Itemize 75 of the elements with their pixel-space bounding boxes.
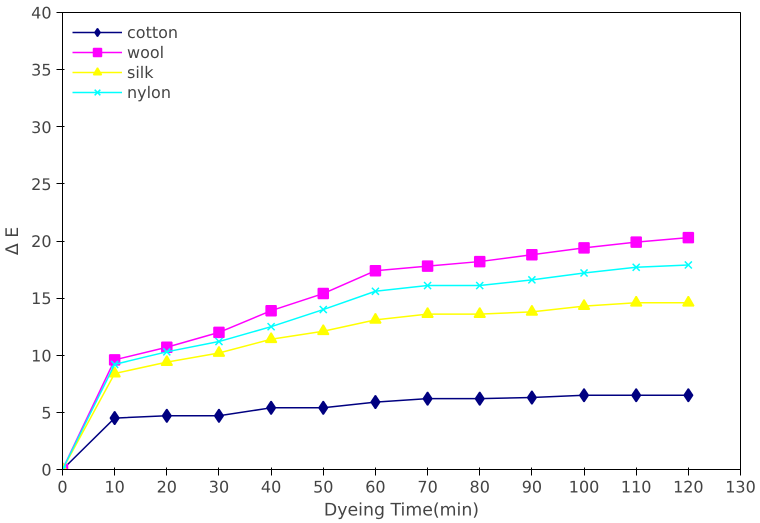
point <box>474 256 486 268</box>
legend-label: silk <box>127 62 154 82</box>
point <box>473 307 486 318</box>
x-tick-label: 70 <box>417 478 438 496</box>
point <box>421 307 434 318</box>
point <box>632 262 640 272</box>
x-tick-label: 80 <box>470 478 490 496</box>
point <box>630 236 642 248</box>
x-tick-label: 20 <box>156 478 177 496</box>
point <box>265 304 277 316</box>
x-tick-label: 100 <box>568 478 600 496</box>
point <box>369 312 382 324</box>
point <box>318 400 328 416</box>
point <box>684 260 693 270</box>
x-tick-label: 40 <box>260 478 282 496</box>
point <box>580 268 588 278</box>
point <box>162 348 172 356</box>
y-tick-label: 30 <box>31 118 52 137</box>
point <box>318 305 328 314</box>
y-tick-label: 10 <box>31 346 52 366</box>
y-tick-label: 20 <box>31 232 52 251</box>
point <box>475 281 484 290</box>
point <box>266 400 276 416</box>
x-tick-label: 90 <box>522 478 542 496</box>
point <box>371 286 380 296</box>
legend-label: cotton <box>127 22 178 42</box>
point <box>370 264 382 276</box>
point <box>526 304 538 316</box>
point <box>264 332 278 344</box>
x-tick-label: 130 <box>725 478 756 496</box>
point <box>160 355 174 366</box>
y-tick-label: 5 <box>41 403 52 422</box>
x-tick-label: 30 <box>208 478 230 496</box>
point <box>317 324 330 336</box>
point <box>630 296 642 307</box>
point <box>683 388 694 402</box>
point <box>422 260 434 272</box>
point <box>682 296 695 307</box>
point <box>423 281 432 290</box>
point <box>266 322 276 331</box>
y-tick-label: 25 <box>31 174 52 194</box>
point <box>162 408 172 424</box>
x-axis-title: Dyeing Time(min) <box>324 500 480 520</box>
x-tick-label: 110 <box>620 478 652 496</box>
point <box>578 299 590 310</box>
legend-label: wool <box>127 42 164 62</box>
point <box>110 410 120 426</box>
point <box>212 346 226 357</box>
x-tick-label: 10 <box>104 478 125 496</box>
y-tick-label: 0 <box>41 460 52 480</box>
x-tick-label: 50 <box>313 478 334 496</box>
point <box>578 242 590 254</box>
x-tick-label: 60 <box>365 478 386 496</box>
legend-label: nylon <box>127 82 171 102</box>
point <box>526 248 538 260</box>
point <box>526 390 537 405</box>
point <box>474 391 485 406</box>
point <box>578 388 590 402</box>
point <box>422 391 433 406</box>
point <box>108 366 121 378</box>
y-tick-label: 35 <box>31 60 52 80</box>
point <box>370 394 381 410</box>
point <box>528 276 536 284</box>
point <box>631 388 642 402</box>
point <box>214 408 224 424</box>
point <box>682 232 694 244</box>
point <box>318 288 330 300</box>
point <box>214 337 224 346</box>
x-tick-label: 120 <box>673 478 704 496</box>
x-tick-label: 0 <box>57 478 68 496</box>
y-axis-title: Δ E <box>3 226 24 256</box>
y-tick-label: 40 <box>31 4 52 22</box>
point <box>110 360 119 369</box>
y-tick-label: 15 <box>31 289 52 308</box>
point <box>213 326 225 338</box>
